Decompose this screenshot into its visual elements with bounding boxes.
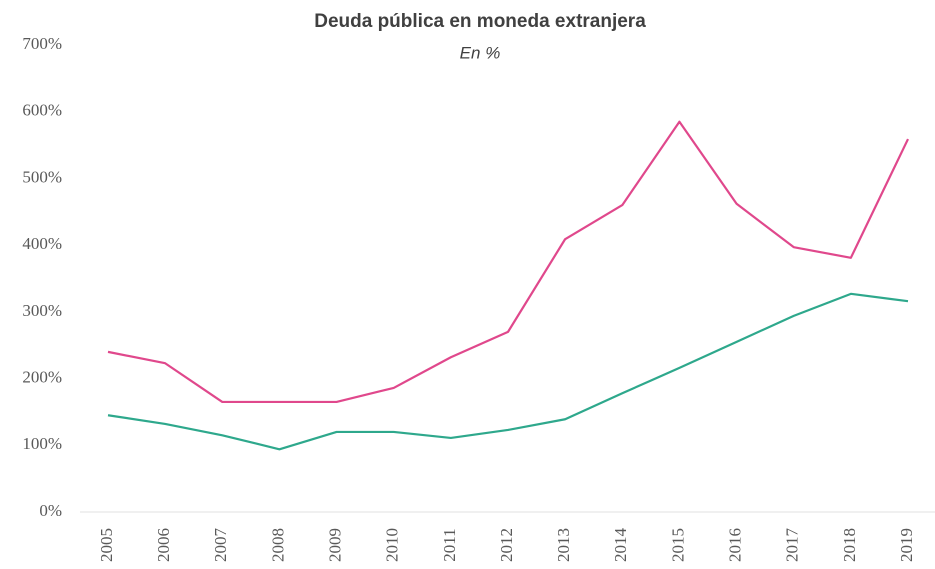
- x-tick-label: 2008: [268, 528, 287, 562]
- y-tick-label: 0%: [39, 501, 62, 520]
- y-tick-label: 500%: [22, 167, 62, 186]
- x-tick-label: 2006: [154, 528, 173, 562]
- x-tick-label: 2018: [840, 528, 859, 562]
- x-tick-label: 2015: [668, 528, 687, 562]
- x-tick-label: 2017: [783, 528, 802, 563]
- x-tick-label: 2010: [383, 528, 402, 562]
- x-tick-label: 2005: [97, 528, 116, 562]
- x-tick-label: 2012: [497, 528, 516, 562]
- y-tick-label: 200%: [22, 367, 62, 386]
- chart-title: Deuda pública en moneda extranjera: [314, 11, 646, 32]
- y-tick-label: 600%: [22, 101, 62, 120]
- x-tick-label: 2011: [440, 528, 459, 561]
- x-tick-label: 2009: [325, 528, 344, 562]
- y-tick-label: 100%: [22, 434, 62, 453]
- x-tick-label: 2007: [211, 528, 230, 563]
- x-tick-label: 2013: [554, 528, 573, 562]
- y-tick-label: 400%: [22, 234, 62, 253]
- x-tick-label: 2014: [611, 528, 630, 563]
- y-tick-label: 700%: [22, 34, 62, 53]
- chart-subtitle: En %: [460, 43, 501, 62]
- x-tick-label: 2016: [725, 528, 744, 562]
- line-series: [107, 120, 909, 404]
- x-tick-label: 2019: [897, 528, 916, 562]
- line-series: [107, 292, 909, 451]
- y-tick-label: 300%: [22, 301, 62, 320]
